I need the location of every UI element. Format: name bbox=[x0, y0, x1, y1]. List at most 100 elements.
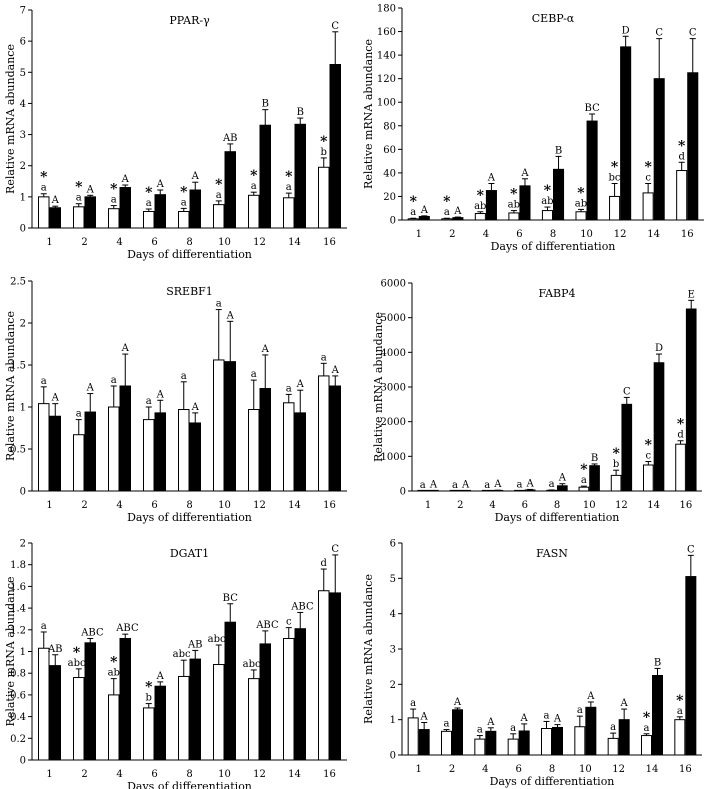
bar-open bbox=[178, 210, 190, 229]
significance-letter: ABC bbox=[255, 620, 279, 631]
y-tick-label: 2 bbox=[390, 680, 396, 691]
bar-filled bbox=[557, 485, 568, 492]
significance-star: * bbox=[678, 138, 686, 154]
significance-letter: a bbox=[444, 719, 450, 730]
significance-letter: AB bbox=[222, 133, 238, 144]
bar-open bbox=[108, 694, 120, 761]
bar-open bbox=[213, 664, 225, 761]
bar-filled bbox=[49, 415, 61, 492]
significance-letter: a bbox=[549, 479, 555, 490]
bar-filled bbox=[618, 719, 630, 756]
significance-letter: a bbox=[286, 182, 292, 193]
bar-filled bbox=[259, 643, 271, 761]
x-axis-label: Days of differentiation bbox=[495, 511, 620, 524]
y-tick-label: 1 bbox=[20, 647, 26, 658]
y-axis-label: Relative mRNA abundance bbox=[4, 311, 17, 461]
y-tick-label: 2.5 bbox=[10, 277, 26, 288]
x-tick-label: 1 bbox=[46, 769, 52, 780]
significance-letter: a bbox=[41, 621, 47, 632]
x-tick-label: 1 bbox=[46, 237, 52, 248]
x-tick-label: 10 bbox=[218, 237, 231, 248]
significance-letter: a bbox=[484, 480, 490, 491]
bar-filled bbox=[685, 576, 697, 756]
bar-open bbox=[73, 206, 85, 229]
x-tick-label: 1 bbox=[415, 764, 421, 775]
significance-letter: ABC bbox=[115, 623, 139, 634]
significance-star: * bbox=[443, 194, 451, 210]
y-tick-label: 2 bbox=[20, 161, 26, 172]
significance-letter: A bbox=[558, 473, 567, 484]
y-tick-label: 1.4 bbox=[10, 604, 26, 615]
y-tick-label: 1.6 bbox=[10, 582, 26, 593]
significance-letter: a bbox=[577, 705, 583, 716]
bar-open bbox=[213, 204, 225, 229]
bar-filled bbox=[84, 196, 96, 229]
bar-filled bbox=[119, 637, 131, 761]
bar-filled bbox=[189, 658, 201, 761]
significance-letter: a bbox=[677, 706, 683, 717]
significance-letter: BC bbox=[223, 593, 239, 604]
x-tick-label: 4 bbox=[116, 500, 122, 511]
x-axis-label: Days of differentiation bbox=[490, 775, 615, 788]
bar-filled bbox=[585, 706, 597, 756]
bar-open bbox=[507, 738, 519, 756]
significance-letter: A bbox=[429, 480, 438, 491]
bar-filled bbox=[452, 217, 464, 221]
significance-letter: D bbox=[622, 25, 630, 36]
bar-open bbox=[38, 403, 50, 492]
significance-letter: a bbox=[581, 475, 587, 486]
significance-letter: BC bbox=[585, 103, 601, 114]
significance-star: * bbox=[544, 183, 552, 199]
bar-filled bbox=[119, 187, 131, 229]
y-tick-label: 0.4 bbox=[10, 712, 26, 723]
significance-letter: a bbox=[251, 181, 257, 192]
y-tick-label: 1.8 bbox=[10, 560, 26, 571]
bar-open bbox=[674, 719, 686, 756]
significance-letter: A bbox=[121, 343, 130, 354]
y-tick-label: 0 bbox=[390, 751, 396, 762]
significance-letter: A bbox=[420, 205, 429, 216]
bar-open bbox=[248, 678, 260, 761]
bar-filled bbox=[294, 412, 306, 492]
y-tick-label: 5000 bbox=[381, 313, 406, 324]
x-tick-label: 10 bbox=[579, 764, 592, 775]
significance-letter: a bbox=[216, 190, 222, 201]
bar-open bbox=[38, 196, 50, 229]
bar-filled bbox=[553, 168, 565, 221]
bar-open bbox=[607, 737, 619, 756]
significance-letter: B bbox=[555, 145, 562, 156]
significance-letter: ab bbox=[508, 200, 520, 211]
significance-letter: a bbox=[41, 376, 47, 387]
significance-letter: b bbox=[146, 693, 152, 704]
chart-panel-5: 00.20.40.60.811.21.41.61.821 2 4 6 8 10 12 14 16… bbox=[4, 539, 347, 789]
x-tick-label: 6 bbox=[151, 769, 157, 780]
significance-letter: A bbox=[525, 478, 534, 489]
significance-star: * bbox=[320, 134, 328, 150]
y-tick-label: 6 bbox=[390, 539, 396, 550]
bar-open bbox=[143, 419, 155, 492]
bar-open bbox=[73, 434, 85, 492]
bar-filled bbox=[524, 489, 536, 492]
bar-open bbox=[318, 375, 330, 492]
significance-star: * bbox=[40, 170, 48, 186]
significance-letter: a bbox=[644, 723, 650, 734]
y-tick-label: 0 bbox=[390, 216, 396, 227]
significance-letter: A bbox=[461, 480, 470, 491]
x-tick-label: 12 bbox=[253, 237, 266, 248]
bar-filled bbox=[294, 123, 306, 229]
y-tick-label: 140 bbox=[377, 51, 396, 62]
significance-letter: ABC bbox=[290, 601, 314, 612]
x-tick-label: 16 bbox=[681, 229, 694, 240]
y-tick-label: 5 bbox=[390, 574, 396, 585]
bar-filled bbox=[154, 685, 166, 761]
bar-open bbox=[574, 726, 586, 756]
bar-open bbox=[108, 406, 120, 492]
bar-open bbox=[283, 637, 295, 761]
y-tick-label: 40 bbox=[383, 168, 396, 179]
x-tick-label: 10 bbox=[218, 500, 231, 511]
bar-filled bbox=[687, 72, 699, 221]
significance-star: * bbox=[73, 645, 81, 661]
x-tick-label: 12 bbox=[615, 500, 628, 511]
significance-letter: c bbox=[646, 451, 652, 462]
bar-open bbox=[610, 474, 622, 492]
